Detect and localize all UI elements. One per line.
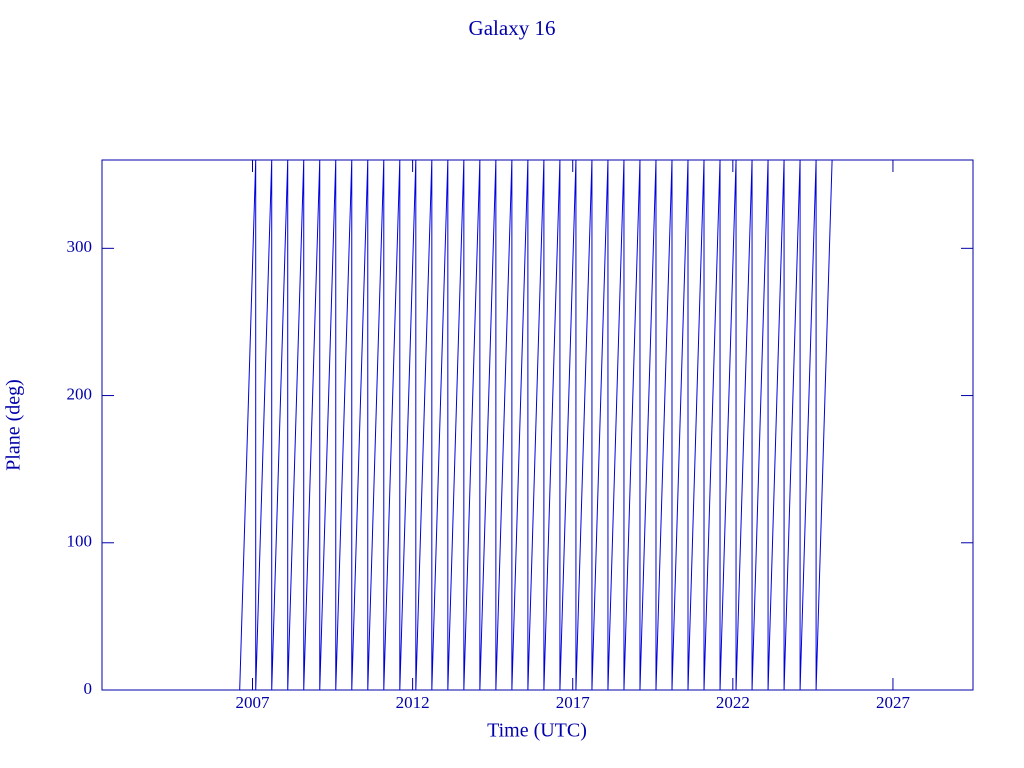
y-tick-label: 0 — [84, 679, 93, 698]
chart-title: Galaxy 16 — [469, 16, 556, 40]
x-tick-label: 2007 — [236, 693, 271, 712]
y-tick-label: 300 — [67, 237, 93, 256]
y-tick-label: 100 — [67, 532, 93, 551]
y-axis-label: Plane (deg) — [3, 379, 25, 471]
x-axis-label: Time (UTC) — [487, 720, 587, 742]
x-tick-label: 2017 — [556, 693, 591, 712]
plot-frame — [101, 159, 974, 691]
x-tick-label: 2022 — [716, 693, 750, 712]
x-tick-label: 2027 — [876, 693, 911, 712]
data-line — [239, 159, 833, 691]
y-tick-label: 200 — [67, 384, 93, 403]
x-tick-label: 2012 — [396, 693, 430, 712]
